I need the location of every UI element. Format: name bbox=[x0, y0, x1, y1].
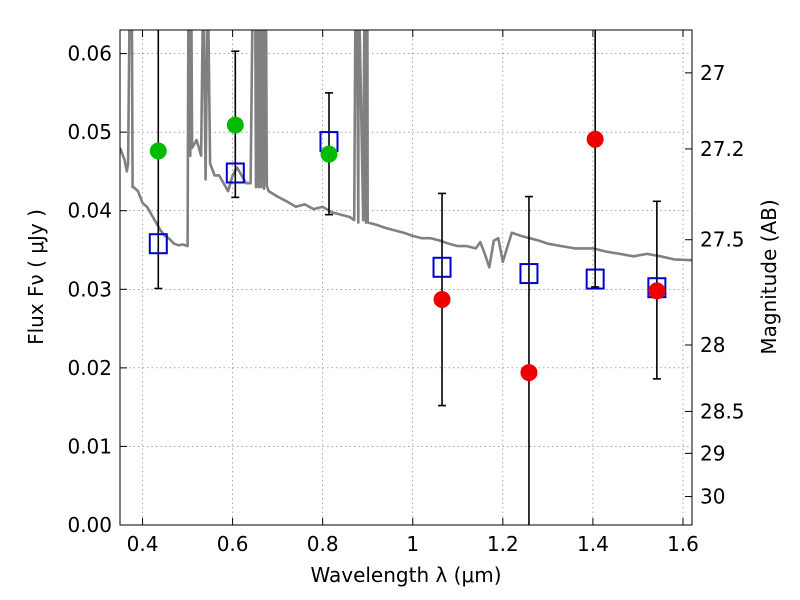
grid bbox=[120, 30, 692, 526]
y-tick-label: 0.06 bbox=[67, 42, 112, 66]
model-photometry-square bbox=[225, 162, 245, 184]
y-tick-label: 0.03 bbox=[67, 277, 112, 301]
y-tick-label: 0.02 bbox=[67, 356, 112, 380]
right-tick-label: 27 bbox=[700, 61, 725, 85]
right-tick-label: 28 bbox=[700, 333, 725, 357]
right-tick-label: 28.5 bbox=[700, 399, 745, 423]
model-photometry-square bbox=[519, 263, 539, 285]
upper-limit-point bbox=[648, 282, 666, 300]
y-tick-label: 0.01 bbox=[67, 434, 112, 458]
axis-ticks: 0.4 0.6 0.8 1 1.2 1.4 1.6 0.00 0.01 0.02 0.03 0.04 0… bbox=[67, 30, 745, 556]
upper-limit-point bbox=[586, 130, 604, 148]
detection-point bbox=[149, 142, 167, 160]
x-tick-label: 0.8 bbox=[307, 532, 339, 556]
right-tick-label: 27.2 bbox=[700, 137, 745, 161]
observed-points bbox=[149, 116, 666, 382]
model-photometry-square bbox=[585, 268, 605, 290]
right-axis-label: Magnitude (AB) bbox=[757, 199, 781, 354]
right-tick-label: 30 bbox=[700, 484, 725, 508]
x-tick-label: 1 bbox=[406, 532, 419, 556]
model-spectrum-layer bbox=[120, 30, 692, 269]
x-tick-label: 1.2 bbox=[487, 532, 519, 556]
right-tick-label: 27.5 bbox=[700, 228, 745, 252]
y-tick-label: 0.00 bbox=[67, 513, 112, 537]
detection-point bbox=[320, 145, 338, 163]
x-tick-label: 1.4 bbox=[577, 532, 609, 556]
plot-frame bbox=[119, 29, 693, 526]
x-tick-label: 0.4 bbox=[127, 532, 159, 556]
model-spectrum-line bbox=[120, 30, 692, 269]
right-tick-label: 29 bbox=[700, 441, 725, 465]
model-photometry-square bbox=[432, 256, 452, 278]
model-photometry-squares bbox=[148, 131, 667, 299]
detection-point bbox=[226, 116, 244, 134]
upper-limit-point bbox=[520, 364, 538, 382]
x-axis-label: Wavelength λ (μm) bbox=[310, 563, 501, 587]
upper-limit-point bbox=[433, 291, 451, 308]
y-tick-label: 0.04 bbox=[67, 199, 112, 223]
y-tick-label: 0.05 bbox=[67, 120, 112, 144]
y-axis-label: Flux Fν ( μJy ) bbox=[24, 209, 48, 345]
model-photometry-square bbox=[148, 233, 168, 255]
x-tick-label: 0.6 bbox=[217, 532, 249, 556]
x-tick-label: 1.6 bbox=[667, 532, 699, 556]
